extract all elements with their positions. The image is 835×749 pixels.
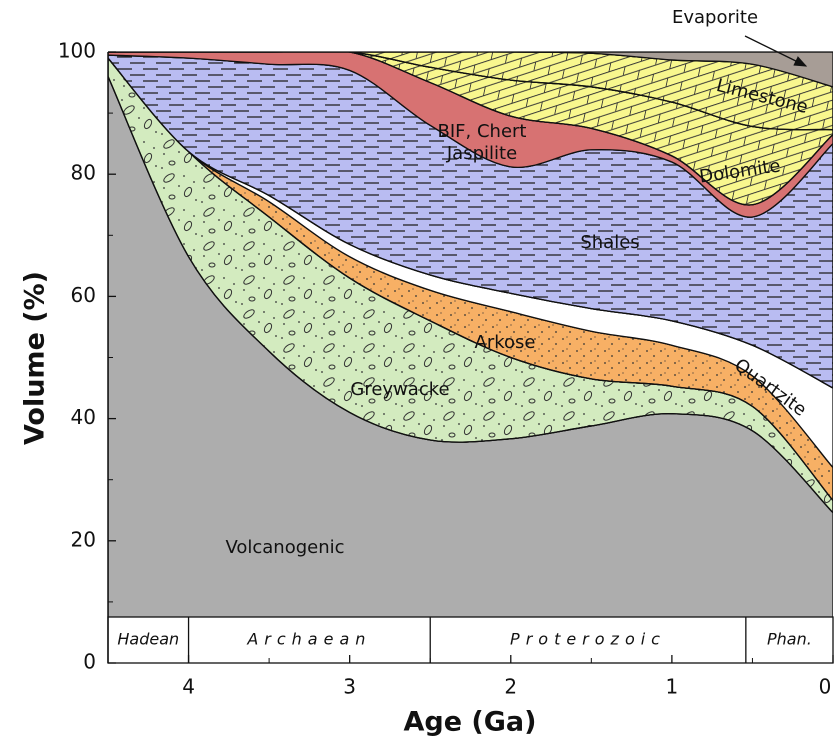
eon-label: Phan. bbox=[767, 630, 812, 649]
y-tick-label: 20 bbox=[71, 527, 96, 551]
area bbox=[108, 52, 833, 88]
y-tick-label: 40 bbox=[71, 405, 96, 429]
evaporite-arrow bbox=[744, 35, 808, 67]
area-label: Shales bbox=[580, 232, 639, 253]
x-tick-label: 0 bbox=[819, 675, 832, 699]
x-tick-label: 1 bbox=[666, 675, 679, 699]
area-label: Arkose bbox=[475, 332, 536, 353]
x-tick-label: 3 bbox=[343, 675, 356, 699]
y-axis-title: Volume (%) bbox=[20, 271, 51, 445]
y-tick-label: 60 bbox=[71, 283, 96, 307]
eon-label: Archaean bbox=[246, 630, 371, 649]
area-label: BIF, Chert bbox=[438, 121, 527, 142]
eon-label: Hadean bbox=[117, 630, 179, 649]
area-label: Evaporite bbox=[672, 7, 758, 28]
eon-label: Proterozoic bbox=[510, 630, 666, 649]
x-tick-label: 4 bbox=[182, 675, 195, 699]
eon-bar bbox=[107, 616, 834, 664]
y-tick-label: 0 bbox=[83, 650, 96, 674]
y-tick-label: 80 bbox=[71, 161, 96, 185]
x-tick-label: 2 bbox=[504, 675, 517, 699]
area-label: Jaspilite bbox=[446, 143, 517, 164]
y-tick-label: 100 bbox=[58, 39, 96, 63]
plot-areas bbox=[108, 52, 833, 663]
x-axis-title: Age (Ga) bbox=[404, 707, 537, 738]
area-label: Volcanogenic bbox=[225, 537, 344, 558]
area-label: Greywacke bbox=[350, 379, 449, 400]
